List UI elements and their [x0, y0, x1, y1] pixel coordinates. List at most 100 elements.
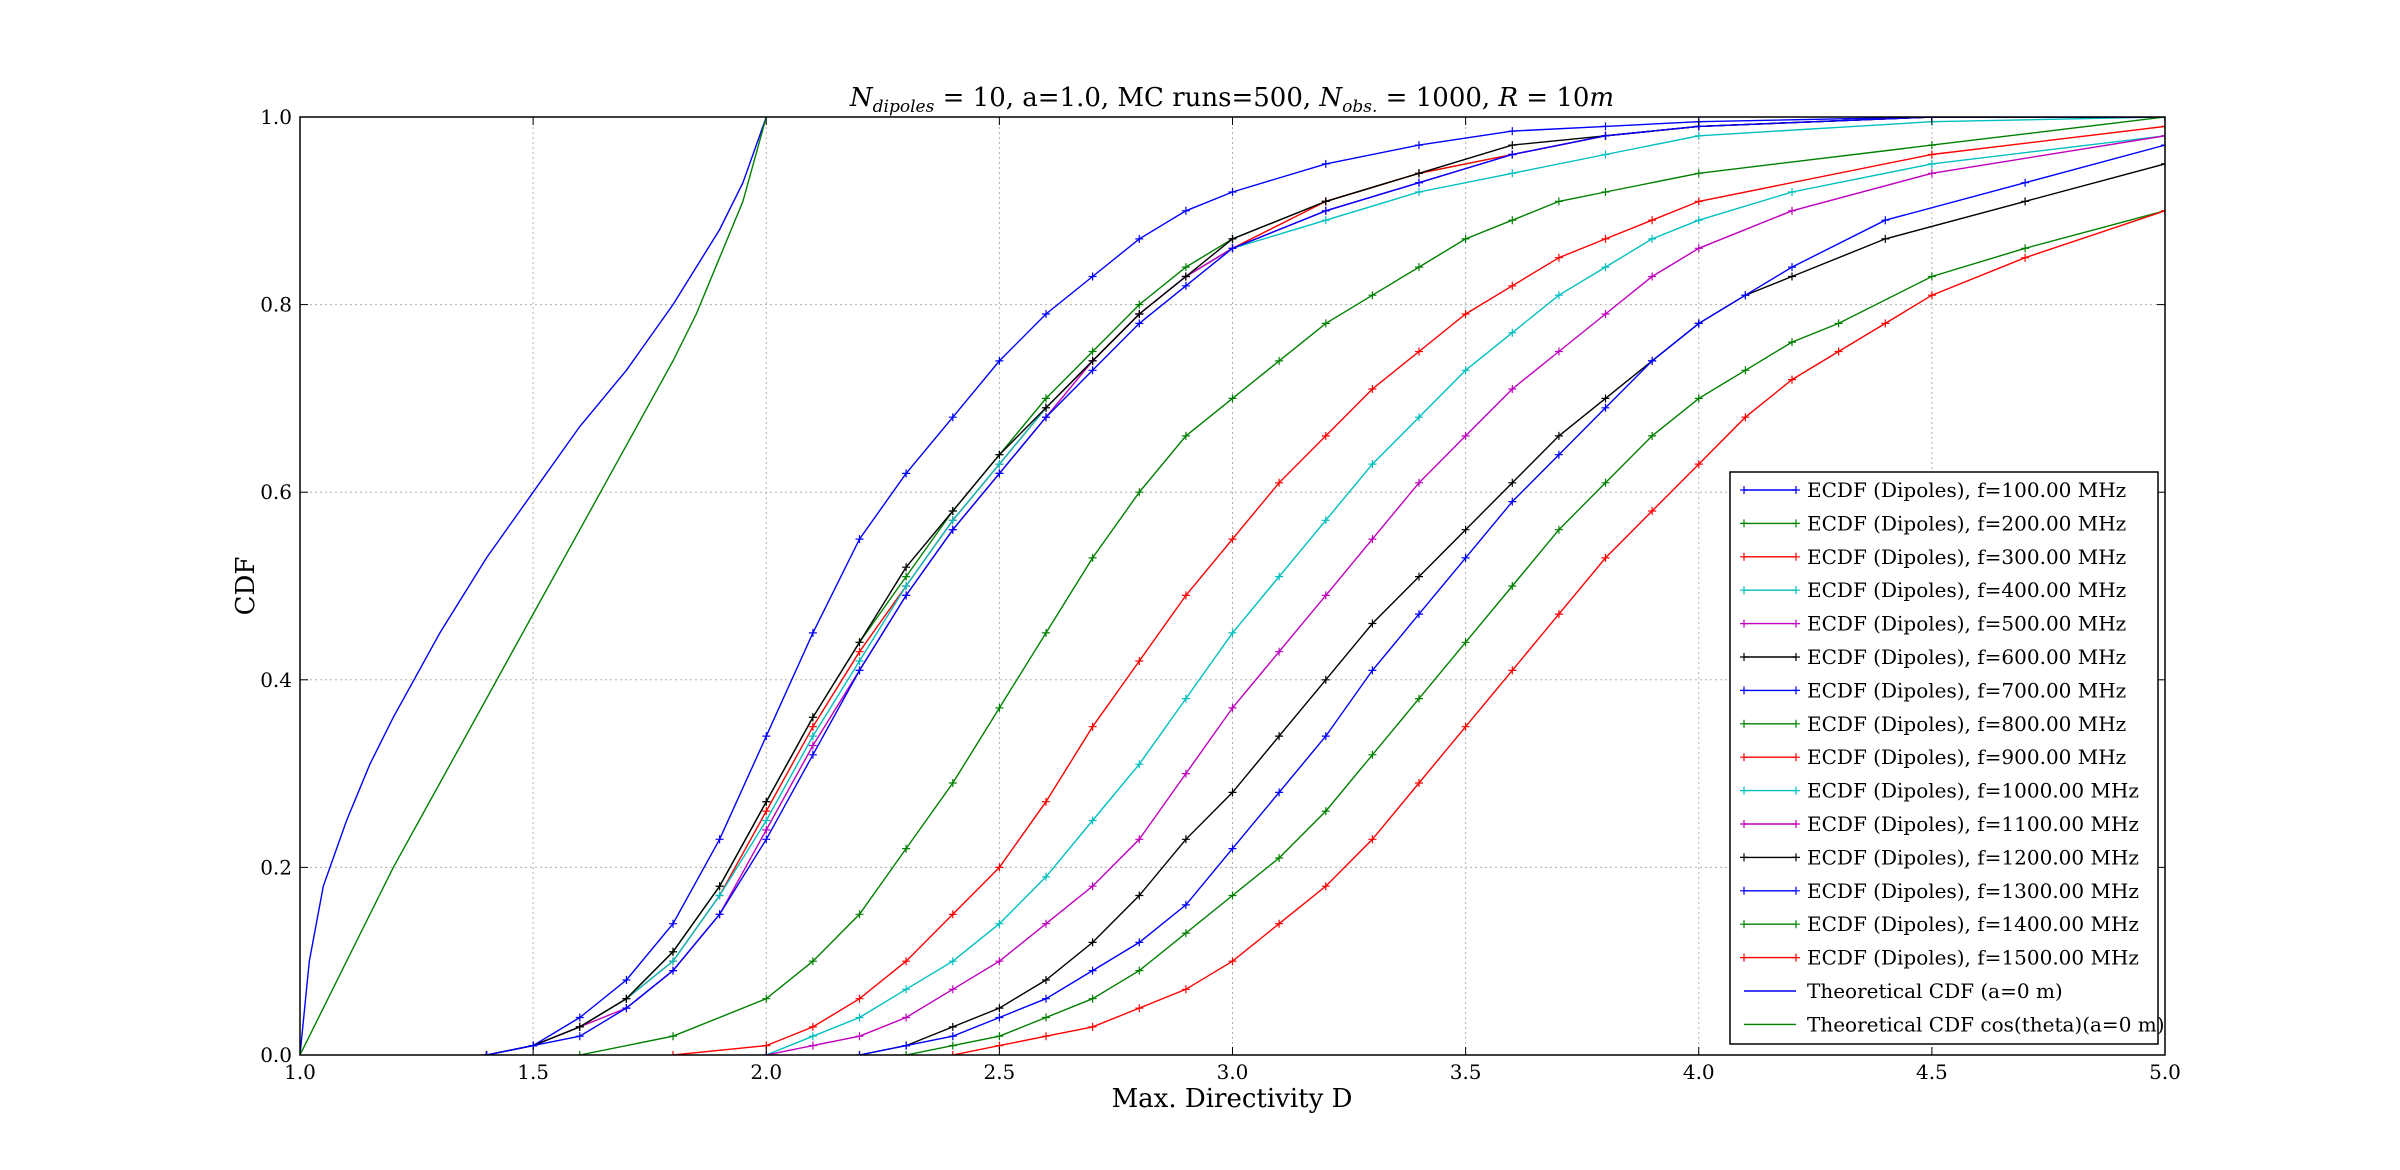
- data-point-marker: [1881, 234, 1890, 243]
- data-point-marker: [1321, 197, 1330, 206]
- legend-entry: ECDF (Dipoles), f=200.00 MHz: [1740, 511, 2126, 535]
- legend-marker: [1792, 619, 1800, 628]
- data-point-marker: [995, 469, 1004, 478]
- data-point-marker: [1788, 188, 1796, 196]
- legend-label: ECDF (Dipoles), f=300.00 MHz: [1807, 545, 2126, 569]
- data-point-marker: [669, 966, 677, 975]
- legend-label: Theoretical CDF cos(theta)(a=0 m): [1807, 1012, 2165, 1036]
- data-point-marker: [1415, 694, 1423, 703]
- data-point-marker: [669, 947, 677, 956]
- data-point-marker: [2161, 131, 2165, 140]
- y-tick-label: 0.2: [260, 855, 292, 879]
- data-point-marker: [855, 647, 864, 656]
- data-point-marker: [1788, 272, 1796, 281]
- data-point-marker: [2161, 141, 2165, 150]
- data-point-marker: [1228, 844, 1237, 853]
- legend-marker: [1792, 552, 1800, 561]
- series-7: [482, 117, 2165, 1055]
- data-point-marker: [1508, 281, 1517, 290]
- data-point-marker: [1181, 431, 1190, 440]
- data-point-marker: [1601, 478, 1610, 487]
- data-point-marker: [1648, 272, 1657, 281]
- data-point-marker: [1461, 234, 1470, 243]
- data-point-marker: [1927, 169, 1936, 178]
- data-point-marker: [995, 450, 1004, 459]
- data-point-marker: [575, 1022, 584, 1031]
- data-point-marker: [948, 516, 957, 525]
- data-point-marker: [808, 741, 817, 750]
- data-point-marker: [1181, 929, 1190, 938]
- data-point-marker: [995, 919, 1004, 928]
- data-point-marker: [1088, 994, 1097, 1003]
- x-tick-label: 1.5: [517, 1060, 549, 1084]
- data-point-marker: [808, 1022, 817, 1031]
- x-tick-label: 5.0: [2149, 1060, 2181, 1084]
- data-point-marker: [1228, 891, 1237, 900]
- data-point-marker: [1181, 281, 1190, 290]
- data-point-marker: [1554, 610, 1563, 619]
- data-point-marker: [1508, 141, 1517, 150]
- data-point-marker: [948, 413, 957, 422]
- data-point-marker: [1321, 882, 1330, 891]
- y-axis-label: CDF: [231, 557, 261, 616]
- data-point-marker: [1461, 638, 1470, 647]
- legend-marker: [1792, 820, 1800, 828]
- legend-label: ECDF (Dipoles), f=200.00 MHz: [1807, 511, 2126, 535]
- data-point-marker: [1321, 675, 1330, 684]
- data-point-marker: [902, 1041, 911, 1050]
- data-point-marker: [995, 863, 1004, 872]
- data-point-marker: [1415, 188, 1423, 196]
- data-point-marker: [1508, 150, 1517, 159]
- data-point-marker: [902, 572, 911, 581]
- data-point-marker: [902, 844, 911, 853]
- legend-label: ECDF (Dipoles), f=600.00 MHz: [1807, 645, 2126, 669]
- data-point-marker: [2161, 122, 2165, 131]
- legend-marker: [1792, 953, 1800, 962]
- axis-ticks: 1.0 1.5 2.0 2.5 3.0 3.5 4.0 4.5 5.0 0.0 0.2 0.4 0.6 0…: [260, 105, 2181, 1084]
- data-point-marker: [855, 657, 864, 665]
- data-point-marker: [1601, 553, 1610, 562]
- data-point-marker: [1088, 1022, 1097, 1031]
- data-point-marker: [855, 1013, 864, 1022]
- data-point-marker: [1181, 985, 1190, 994]
- data-point-marker: [1321, 591, 1330, 600]
- data-point-marker: [1321, 216, 1330, 225]
- data-point-marker: [1927, 291, 1936, 300]
- data-point-marker: [1368, 385, 1377, 393]
- legend-entry: ECDF (Dipoles), f=1200.00 MHz: [1740, 845, 2139, 869]
- series-line: [300, 117, 767, 1055]
- data-point-marker: [1042, 394, 1050, 403]
- data-point-marker: [948, 910, 957, 919]
- legend-marker: [1740, 619, 1748, 628]
- data-point-marker: [1415, 779, 1423, 787]
- legend-marker: [1792, 853, 1800, 862]
- data-point-marker: [948, 1032, 957, 1041]
- data-point-marker: [1368, 460, 1377, 469]
- series-line: [486, 117, 2165, 1055]
- data-point-marker: [808, 750, 817, 759]
- series-13: [855, 141, 2165, 1055]
- legend-label: ECDF (Dipoles), f=400.00 MHz: [1807, 578, 2126, 602]
- legend-marker: [1740, 486, 1748, 494]
- data-point-marker: [1694, 244, 1703, 253]
- data-point-marker: [1228, 188, 1237, 196]
- data-point-marker: [1601, 394, 1610, 403]
- data-point-marker: [622, 976, 631, 984]
- data-point-marker: [1368, 619, 1377, 628]
- data-point-marker: [1601, 234, 1610, 243]
- data-point-marker: [1601, 188, 1610, 196]
- data-point-marker: [948, 985, 957, 994]
- data-point-marker: [1135, 657, 1144, 665]
- data-point-marker: [1554, 450, 1563, 459]
- data-point-marker: [1181, 835, 1190, 844]
- data-point-marker: [1042, 628, 1050, 637]
- legend-label: ECDF (Dipoles), f=1100.00 MHz: [1807, 812, 2139, 836]
- data-point-marker: [1415, 169, 1423, 178]
- data-point-marker: [1088, 347, 1097, 356]
- data-point-marker: [1741, 366, 1750, 375]
- legend-label: Theoretical CDF (a=0 m): [1807, 979, 2063, 1003]
- data-point-marker: [1554, 525, 1563, 534]
- legend-marker: [1740, 519, 1748, 528]
- legend-entry: ECDF (Dipoles), f=600.00 MHz: [1740, 645, 2126, 669]
- data-point-marker: [1275, 356, 1284, 365]
